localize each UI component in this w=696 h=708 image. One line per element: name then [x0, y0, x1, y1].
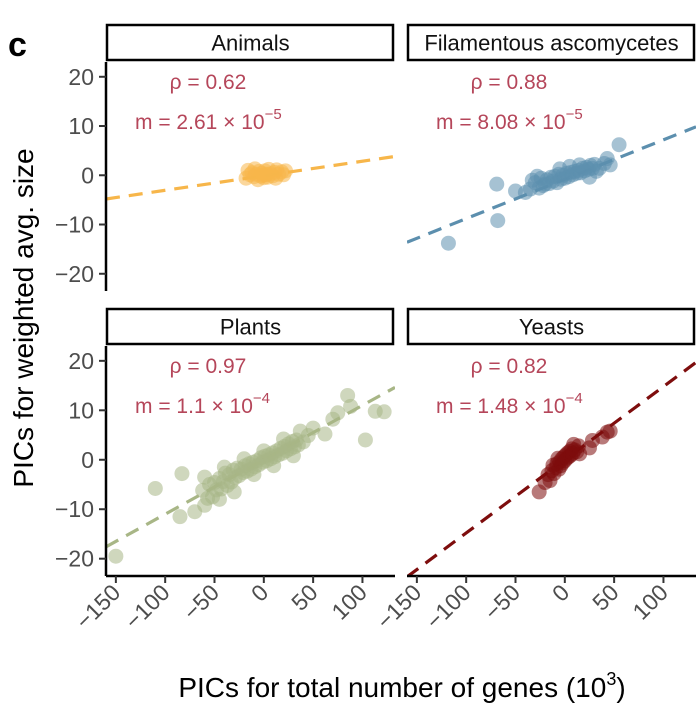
data-point: [266, 458, 282, 474]
x-axis-title: PICs for total number of genes (103): [178, 669, 625, 703]
slope-annotation: m = 1.1 × 10−4: [135, 390, 270, 418]
facet-strip-label: Yeasts: [519, 315, 584, 340]
facet-strip: [105, 307, 395, 346]
slope-annotation-text: m = 8.08 × 10: [436, 111, 566, 134]
y-tick-label: −10: [55, 212, 94, 238]
data-point: [216, 459, 232, 475]
slope-annotation: m = 8.08 × 10−5: [436, 106, 583, 134]
data-point: [246, 467, 262, 483]
data-point: [357, 432, 373, 448]
facet-strip-label: Animals: [211, 31, 289, 56]
data-point: [236, 451, 252, 467]
slope-annotation-exponent: −4: [566, 390, 583, 407]
data-point: [174, 466, 190, 482]
slope-annotation-exponent: −5: [566, 106, 583, 123]
regression-line: [407, 125, 696, 244]
slope-annotation-text: m = 1.1 × 10: [135, 395, 253, 418]
y-tick-label: −20: [55, 261, 94, 287]
rho-annotation: ρ = 0.88: [471, 71, 548, 94]
slope-annotation-exponent: −4: [253, 390, 270, 407]
data-point: [490, 213, 506, 229]
slope-annotation-exponent: −5: [265, 106, 282, 123]
panel-animals: Animals ρ = 0.62 m = 2.61 × 10−5 20 10 0 −10 −2…: [55, 23, 395, 291]
y-tick-label: 20: [68, 348, 94, 374]
y-tick-label: 20: [68, 64, 94, 90]
rho-annotation: ρ = 0.82: [471, 355, 548, 378]
slope-annotation-text: m = 1.48 × 10: [436, 395, 566, 418]
data-point: [376, 404, 392, 420]
facet-strip-label: Filamentous ascomycetes: [424, 31, 678, 56]
figure-label: c: [8, 26, 27, 64]
plot-area: [106, 154, 395, 201]
plot-area: [407, 361, 696, 576]
plot-area: [407, 125, 696, 251]
rho-annotation: ρ = 0.62: [170, 71, 247, 94]
data-point: [259, 166, 275, 182]
x-axis-title-close: ): [616, 672, 625, 703]
y-tick-label: 0: [81, 447, 94, 473]
data-point: [211, 491, 227, 507]
data-point: [276, 431, 292, 447]
data-point: [572, 157, 588, 173]
data-point: [226, 484, 242, 500]
data-point: [581, 169, 597, 185]
y-tick-label: −20: [55, 546, 94, 572]
data-point: [343, 398, 359, 414]
slope-annotation: m = 1.48 × 10−4: [436, 390, 583, 418]
y-tick-label: 10: [68, 113, 94, 139]
facet-strip: [406, 307, 696, 346]
rho-annotation: ρ = 0.97: [170, 355, 247, 378]
data-point: [330, 405, 346, 421]
facet-strip-label: Plants: [220, 315, 281, 340]
data-point: [172, 509, 188, 525]
data-point: [305, 420, 321, 436]
regression-line: [407, 361, 696, 576]
slope-annotation-text: m = 2.61 × 10: [135, 111, 265, 134]
data-point: [285, 448, 301, 464]
y-tick-label: 10: [68, 397, 94, 423]
y-tick-label: −10: [55, 496, 94, 522]
data-point: [602, 423, 618, 439]
data-point: [256, 443, 272, 459]
data-point: [611, 137, 627, 153]
data-point: [602, 157, 618, 173]
plot-area: [106, 385, 395, 564]
data-point: [552, 161, 568, 177]
x-axis-title-text: PICs for total number of genes (10: [178, 672, 606, 703]
data-point: [317, 426, 333, 442]
data-point: [108, 548, 124, 564]
data-point: [572, 446, 588, 462]
slope-annotation: m = 2.61 × 10−5: [135, 106, 282, 134]
facet-strip: [105, 23, 395, 62]
data-point: [147, 480, 163, 496]
data-point: [440, 235, 456, 251]
panel-filamentous-ascomycetes: Filamentous ascomycetes ρ = 0.88 m = 8.08 …: [406, 23, 696, 251]
data-point: [524, 172, 540, 188]
data-point: [197, 469, 213, 485]
data-point: [489, 176, 505, 192]
x-axis-title-exponent: 3: [606, 669, 616, 689]
y-tick-label: 0: [81, 162, 94, 188]
data-point: [545, 457, 561, 473]
y-axis-title: PICs for weighted avg. size: [8, 148, 39, 487]
facet-strip: [406, 23, 696, 62]
